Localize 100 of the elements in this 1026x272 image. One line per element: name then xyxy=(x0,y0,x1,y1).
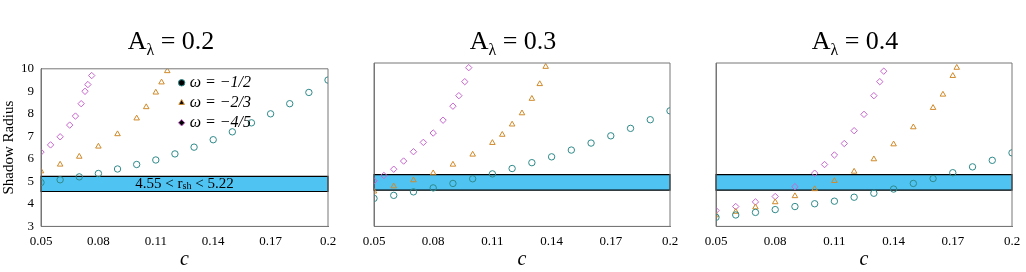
x-axis-title: c xyxy=(180,247,190,270)
x-tick-label: 0.17 xyxy=(599,232,623,248)
y-tick-label: 7 xyxy=(27,127,35,143)
point xyxy=(646,116,654,124)
point xyxy=(84,80,92,89)
x-tick-label: 0.14 xyxy=(882,232,906,248)
point xyxy=(132,160,141,169)
point xyxy=(988,156,996,165)
x-tick-label: 0.14 xyxy=(540,232,564,248)
x-axis-title: c xyxy=(859,247,869,270)
point xyxy=(880,67,888,75)
y-tick-label: 9 xyxy=(27,82,34,98)
point xyxy=(850,167,858,174)
point xyxy=(164,68,171,74)
point xyxy=(95,142,102,149)
x-tick-label: 0.14 xyxy=(201,232,226,248)
y-tick-label: 5 xyxy=(27,172,34,188)
point xyxy=(152,88,160,95)
point xyxy=(409,188,418,196)
x-tick-label: 0.2 xyxy=(661,232,679,248)
point xyxy=(820,160,829,169)
y-axis-title: Shadow Radius xyxy=(0,100,16,195)
point xyxy=(468,175,477,183)
point xyxy=(209,136,217,144)
point xyxy=(542,63,549,69)
x-tick-label: 0.2 xyxy=(1003,232,1021,248)
point xyxy=(939,90,947,97)
point xyxy=(587,139,595,147)
point xyxy=(840,139,848,148)
point xyxy=(449,102,457,110)
legend-label: ω = −4/5 xyxy=(189,113,251,130)
chart-title: A$_{λ}$ = 0.4 xyxy=(810,26,900,60)
point xyxy=(410,176,417,183)
point xyxy=(771,192,779,201)
x-tick-label: 0.11 xyxy=(144,232,167,248)
y-tick-label: 6 xyxy=(27,150,35,166)
point xyxy=(429,184,437,192)
chart-title: A$_{λ}$ = 0.2 xyxy=(126,26,216,60)
point xyxy=(831,177,838,183)
point xyxy=(791,183,799,191)
point xyxy=(751,208,760,217)
point xyxy=(75,173,83,181)
x-tick-label: 0.2 xyxy=(319,232,337,248)
point xyxy=(536,80,544,87)
point xyxy=(489,139,496,145)
point xyxy=(449,160,457,167)
x-axis-title: c xyxy=(517,247,527,270)
point xyxy=(876,77,884,86)
point xyxy=(409,148,418,156)
point xyxy=(56,176,64,184)
point xyxy=(811,185,818,192)
point xyxy=(429,129,437,137)
point xyxy=(190,143,198,151)
band-label: 4.55 < r$_{sh}$ < 5.22 xyxy=(135,174,234,191)
y-tick-label: 3 xyxy=(27,217,34,233)
point xyxy=(305,88,313,97)
point xyxy=(870,189,878,197)
point xyxy=(56,133,64,141)
point xyxy=(449,179,457,188)
point xyxy=(850,193,858,201)
point xyxy=(429,169,437,176)
x-tick-label: 0.17 xyxy=(259,232,283,248)
point xyxy=(870,91,878,100)
point xyxy=(870,155,878,162)
point xyxy=(286,100,294,108)
point xyxy=(771,198,779,205)
point xyxy=(626,124,635,133)
point xyxy=(850,126,858,135)
x-tick-label: 0.11 xyxy=(481,232,504,248)
point xyxy=(528,158,536,167)
point xyxy=(860,110,868,119)
point xyxy=(152,156,160,164)
point xyxy=(439,116,447,124)
point xyxy=(71,112,80,120)
point xyxy=(56,160,64,167)
point xyxy=(791,202,799,211)
point xyxy=(889,185,898,193)
point xyxy=(88,71,96,80)
point xyxy=(929,104,937,110)
point xyxy=(752,203,759,210)
x-tick-label: 0.08 xyxy=(87,232,110,248)
point xyxy=(77,100,85,108)
point xyxy=(465,63,473,72)
point xyxy=(830,197,839,205)
point xyxy=(890,140,897,147)
y-tick-label: 8 xyxy=(27,105,34,121)
point xyxy=(508,120,516,127)
point xyxy=(909,179,918,188)
point xyxy=(547,153,556,161)
x-tick-label: 0.08 xyxy=(421,232,445,248)
x-tick-label: 0.08 xyxy=(763,232,787,248)
point xyxy=(953,63,961,70)
point xyxy=(390,165,398,173)
point xyxy=(390,182,398,189)
point xyxy=(810,200,819,208)
point xyxy=(171,150,179,158)
point xyxy=(46,141,55,149)
point xyxy=(929,174,937,183)
point xyxy=(94,169,103,178)
legend-label: ω = −2/3 xyxy=(189,93,251,110)
